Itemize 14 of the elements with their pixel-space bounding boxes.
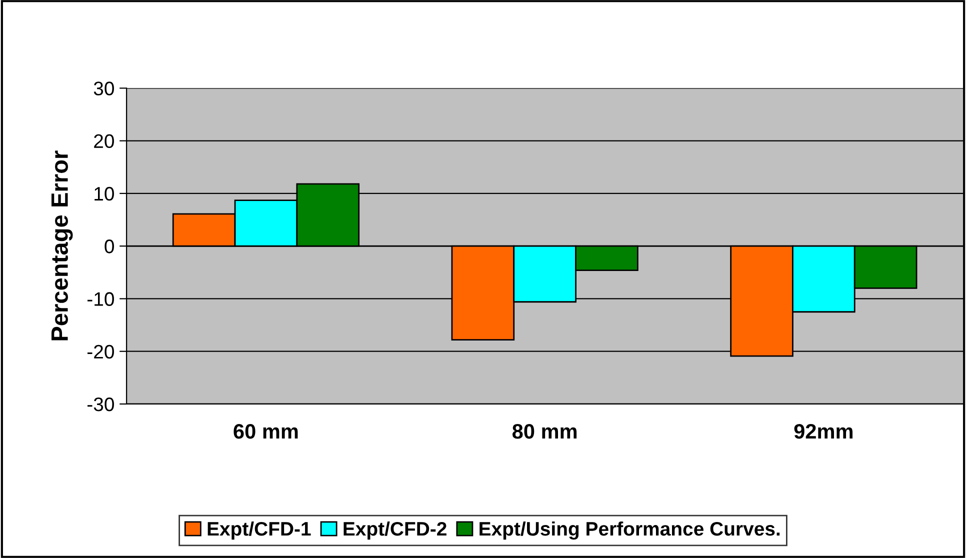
legend-label: Expt/CFD-2 — [344, 521, 446, 540]
y-axis-title: Percentage Error — [52, 150, 73, 340]
y-tick-label: 30 — [94, 82, 114, 96]
y-tick-label: -10 — [88, 292, 114, 306]
legend-label: Expt/CFD-1 — [208, 521, 311, 540]
y-tick-label: -20 — [88, 344, 114, 359]
x-tick-label: 80 mm — [512, 424, 577, 439]
y-tick-label: 10 — [94, 186, 114, 201]
x-tick-label: 92mm — [794, 424, 852, 439]
y-tick-label: 20 — [94, 134, 114, 148]
x-tick-label: 60 mm — [234, 424, 298, 439]
y-tick-label: 0 — [104, 240, 114, 254]
y-tick-label: -30 — [88, 397, 114, 412]
legend-label: Expt/Using Performance Curves. — [480, 521, 780, 540]
